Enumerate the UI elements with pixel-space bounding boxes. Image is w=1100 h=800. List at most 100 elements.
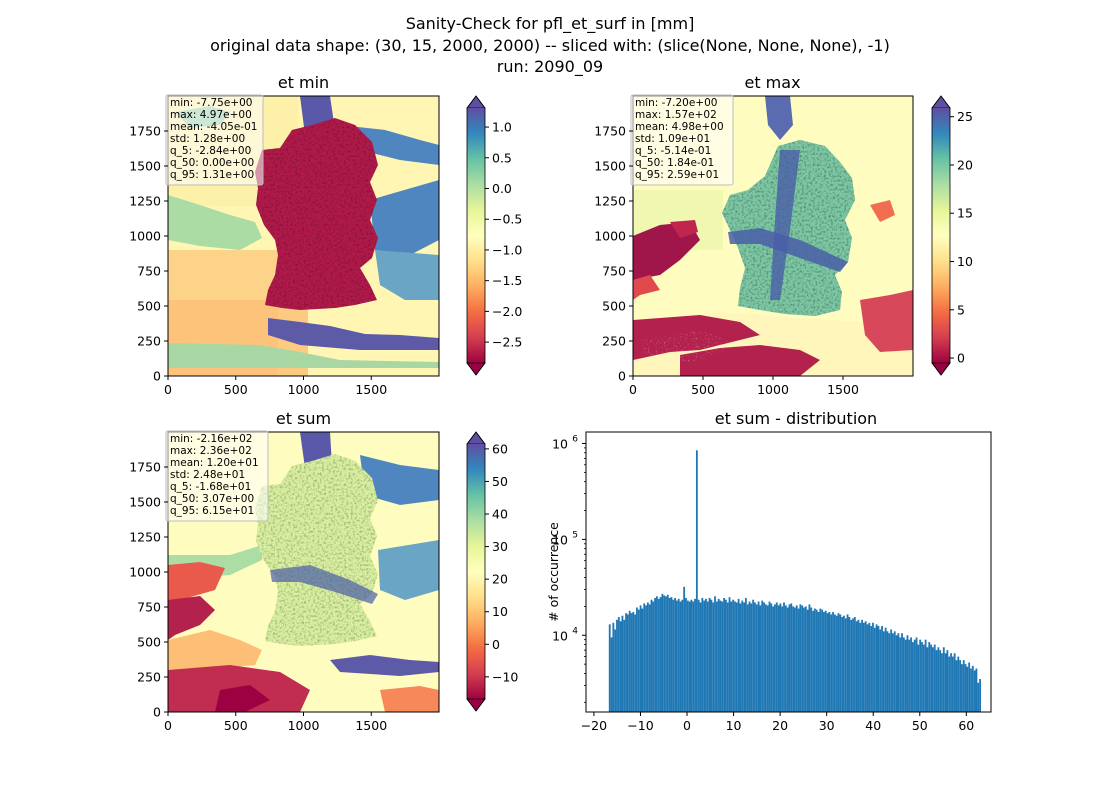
histogram-bar [721,601,724,712]
histogram-bar [768,601,771,712]
histogram-bar [897,633,900,712]
histogram-bar [744,597,747,712]
histogram-bar [679,601,682,712]
y-tick-exponent: 4 [572,626,578,636]
histogram-bar [636,607,638,712]
histogram-bar [971,665,974,712]
histogram-bar [942,647,945,712]
histogram-bar [924,639,927,712]
histogram-bar [792,606,794,712]
histogram-bar [675,600,678,712]
histogram-bar [852,618,854,712]
panel-et-max-stats: min: -7.20e+00 max: 1.57e+02 mean: 4.98e… [630,94,734,186]
x-tick-label: 1000 [288,718,320,733]
histogram-bar [632,611,635,712]
histogram-bar [719,600,722,712]
histogram-bar [850,619,853,712]
y-tick-label: 1250 [129,194,161,209]
figure-title-line-2: original data shape: (30, 15, 2000, 2000… [210,36,890,55]
histogram-bar [870,625,873,712]
histogram-bar [710,599,713,712]
histogram-bar [892,633,894,712]
stat-line: max: 1.57e+02 [635,109,717,121]
colorbar-extend-min [466,362,486,376]
y-tick-label: 1500 [129,495,161,510]
histogram-bar [783,602,785,712]
histogram-bar [951,656,954,712]
histogram-bar [841,617,844,712]
histogram-bar [857,619,860,712]
x-tick-label: 30 [819,718,835,733]
histogram-bar [837,613,840,712]
stat-line: mean: 4.98e+00 [635,121,724,133]
histogram-bar [910,637,913,712]
histogram-bar [730,601,733,712]
stat-line: mean: -4.05e-01 [170,121,257,133]
x-tick-label: 1000 [288,382,320,397]
panel-et-min-colorbar [466,95,486,376]
colorbar-tick-label: 0.0 [492,181,512,196]
stat-line: min: -7.75e+00 [170,97,252,109]
histogram-bar [726,602,729,712]
y-tick-label: 750 [137,600,161,615]
colorbar-tick-label: 20 [492,572,508,587]
histogram-bar [706,601,709,712]
histogram-bar [904,639,907,712]
histogram-bar [833,614,836,712]
histogram-bar [668,597,671,712]
y-tick-label: 0 [618,369,626,384]
histogram-bar [950,653,952,712]
histogram-bar [614,629,617,712]
stat-line: q_95: 2.59e+01 [635,169,719,181]
panel-et-sum-colorbar [466,431,486,712]
histogram-bar [725,599,727,712]
histogram-bar [786,607,789,712]
histogram-bar [656,596,658,712]
histogram-bar [645,605,647,712]
panel-et-sum-distribution: et sum - distribution # of occurrence [546,409,992,713]
histogram-ylabel: # of occurrence [546,522,561,622]
histogram-bar [746,604,749,712]
histogram-bars [608,450,981,712]
histogram-bar [810,607,813,712]
stat-line: mean: 1.20e+01 [170,457,259,469]
histogram-bar [659,597,662,712]
colorbar-tick-label: −1.5 [492,273,522,288]
histogram-bar [813,608,816,712]
figure-title-line-1: Sanity-Check for pfl_et_surf in [mm] [406,14,695,34]
histogram-bar [623,619,626,712]
stat-line: q_50: 1.84e-01 [635,157,714,169]
histogram-bar [970,668,972,712]
histogram-bar [608,624,611,712]
histogram-bar [648,604,651,712]
stat-line: std: 1.09e+01 [635,133,710,145]
histogram-bar [968,662,971,712]
panel-et-min: et min min: -7.75e+00 max: 4.97e+00 mean… [165,73,486,377]
histogram-bar [701,597,704,712]
y-tick-exponent: 6 [572,435,578,445]
histogram-bar [752,599,755,712]
histogram-bar [626,614,629,712]
histogram-bar [763,602,765,712]
colorbar-tick-label: 10 [957,254,973,269]
y-tick-exponent: 5 [572,530,578,540]
histogram-bar [864,621,867,712]
panel-et-sum: et sum min: -2.16e+02 max: 2.36e+02 mean… [165,409,486,713]
stat-line: std: 1.28e+00 [170,133,245,145]
histogram-bar [808,604,811,712]
histogram-bar [779,603,782,712]
histogram-bar [625,613,627,712]
x-tick-label: 50 [912,718,928,733]
histogram-bar [881,625,883,712]
histogram-bar [790,603,793,712]
stat-line: q_5: -1.68e+01 [170,481,251,493]
x-tick-label: 10 [726,718,742,733]
histogram-bar [824,610,827,712]
histogram-bar [665,596,667,712]
x-tick-label: 0 [683,718,691,733]
histogram-bar [748,601,751,712]
histogram-bar [944,653,947,712]
histogram-bar [770,603,773,712]
panel-et-sum-stats: min: -2.16e+02 max: 2.36e+02 mean: 1.20e… [165,430,269,522]
x-tick-label: 1500 [355,718,387,733]
